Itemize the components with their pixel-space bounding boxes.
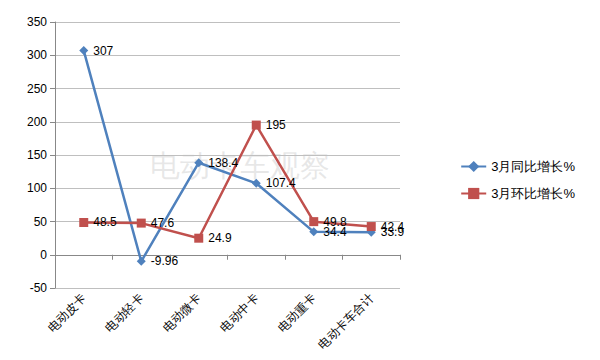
svg-text:49.8: 49.8 [323, 215, 347, 229]
svg-text:电动中卡: 电动中卡 [217, 291, 261, 335]
svg-text:47.6: 47.6 [151, 216, 175, 230]
svg-text:电动卡车合计: 电动卡车合计 [315, 291, 376, 352]
svg-text:100: 100 [27, 181, 47, 195]
svg-text:195: 195 [266, 118, 286, 132]
svg-text:300: 300 [27, 48, 47, 62]
svg-text:250: 250 [27, 82, 47, 96]
svg-text:107.4: 107.4 [266, 176, 296, 190]
svg-text:138.4: 138.4 [208, 156, 238, 170]
svg-text:3月环比增长%: 3月环比增长% [491, 186, 575, 201]
svg-text:电动轻卡: 电动轻卡 [102, 291, 146, 335]
svg-text:350: 350 [27, 15, 47, 29]
svg-text:42.4: 42.4 [381, 220, 405, 234]
svg-text:电动卡车观察: 电动卡车观察 [150, 148, 330, 182]
svg-text:3月同比增长%: 3月同比增长% [491, 159, 575, 174]
svg-text:200: 200 [27, 115, 47, 129]
svg-text:48.5: 48.5 [93, 215, 117, 229]
svg-text:-50: -50 [30, 281, 48, 295]
svg-text:24.9: 24.9 [208, 231, 232, 245]
svg-text:150: 150 [27, 148, 47, 162]
svg-text:34.4: 34.4 [323, 224, 347, 239]
svg-text:电动重卡: 电动重卡 [275, 291, 319, 335]
svg-text:50: 50 [34, 215, 48, 229]
svg-text:电动皮卡: 电动皮卡 [45, 291, 89, 335]
svg-text:307: 307 [93, 44, 113, 58]
svg-text:-9.96: -9.96 [151, 254, 179, 268]
svg-text:电动微卡: 电动微卡 [160, 291, 204, 335]
svg-text:0: 0 [40, 248, 47, 262]
